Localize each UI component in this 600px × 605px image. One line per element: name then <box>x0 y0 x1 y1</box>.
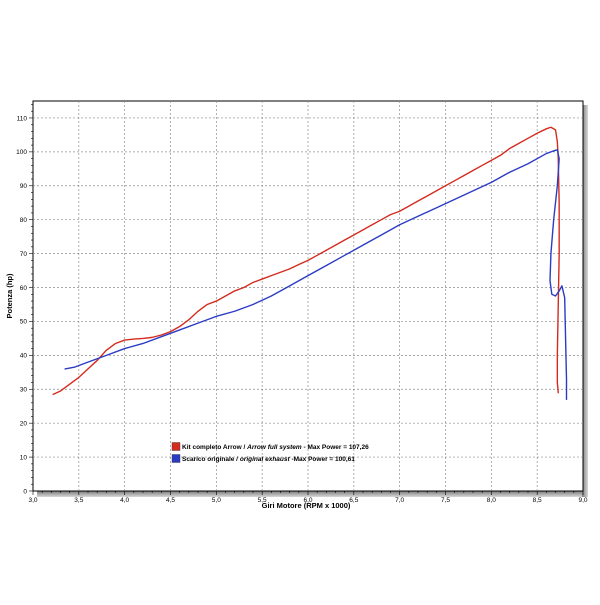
grid <box>33 101 583 491</box>
x-tick-label: 8,0 <box>487 497 496 504</box>
axis-titles: Giri Motore (RPM x 1000) Potenza (hp) <box>5 273 351 510</box>
y-axis-title: Potenza (hp) <box>5 273 14 318</box>
series-lines <box>52 126 568 401</box>
y-tick-label: 110 <box>17 115 28 122</box>
y-tick-label: 100 <box>16 149 27 156</box>
x-tick-label: 4,0 <box>120 497 129 504</box>
legend-label-part: Kit completo Arrow / <box>182 444 247 451</box>
legend-label-part: original exhaust <box>240 456 291 463</box>
x-tick-label: 5,5 <box>258 497 267 504</box>
x-tick-label: 6,5 <box>349 497 358 504</box>
legend: Kit completo Arrow / Arrow full system -… <box>171 442 369 463</box>
y-tick-label: 0 <box>23 488 27 495</box>
legend-label-0: Kit completo Arrow / Arrow full system -… <box>182 444 369 451</box>
axis-ticks: 3,0 3,5 4,0 4,5 5,0 5,5 6,0 6,5 7,0 7,5 8,0 8,5 9,0 0… <box>16 104 588 504</box>
y-tick-label: 90 <box>20 183 28 190</box>
legend-swatch-0 <box>171 442 181 451</box>
plot-area <box>32 100 584 492</box>
plot-shadow-bottom <box>37 491 588 497</box>
x-tick-label: 5,0 <box>212 497 221 504</box>
legend-swatch-1 <box>171 454 181 463</box>
series-line-0 <box>52 126 560 396</box>
x-tick-label: 6,0 <box>303 497 312 504</box>
x-tick-label: 3,0 <box>28 497 37 504</box>
y-tick-label: 10 <box>20 454 28 461</box>
y-tick-label: 80 <box>20 217 28 224</box>
plot-shadow-right <box>582 105 588 497</box>
y-tick-label: 60 <box>20 285 28 292</box>
series-line-1 <box>64 149 568 401</box>
y-tick-label: 20 <box>20 420 28 427</box>
legend-label-part: Arrow full system <box>246 444 302 451</box>
y-tick-label: 40 <box>20 353 28 360</box>
y-tick-label: 50 <box>20 319 28 326</box>
legend-label-part: Scarico originale / <box>182 456 240 463</box>
x-axis-title: Giri Motore (RPM x 1000) <box>262 501 351 510</box>
y-tick-label: 70 <box>20 251 28 258</box>
x-tick-label: 4,5 <box>166 497 175 504</box>
x-tick-label: 3,5 <box>74 497 83 504</box>
x-tick-label: 7,0 <box>395 497 404 504</box>
legend-label-part: - Max Power = 107,26 <box>302 444 369 451</box>
legend-label-part: -Max Power = 100,61 <box>290 456 356 463</box>
legend-label-1: Scarico originale / original exhaust -Ma… <box>182 456 355 463</box>
x-tick-label: 9,0 <box>578 497 587 504</box>
x-tick-label: 7,5 <box>441 497 450 504</box>
y-tick-label: 30 <box>20 387 28 394</box>
x-tick-label: 8,5 <box>533 497 542 504</box>
